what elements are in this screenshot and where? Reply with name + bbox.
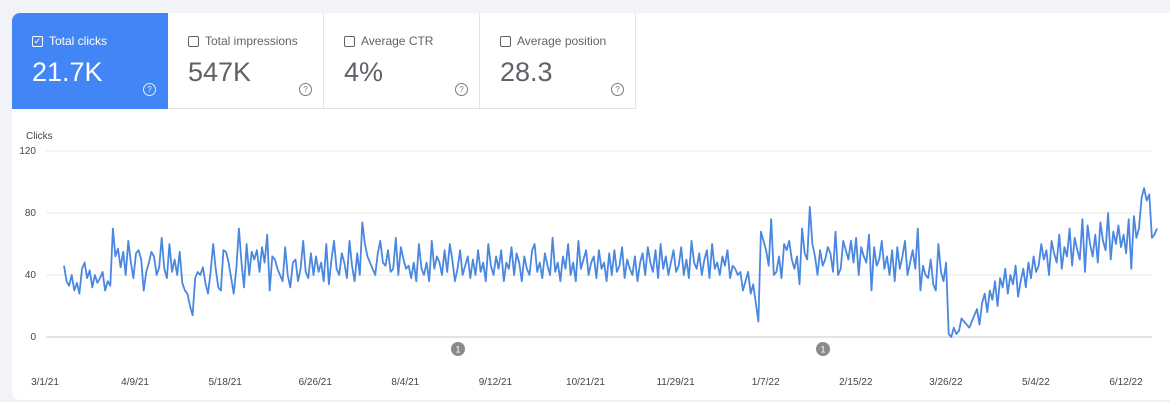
x-tick-label: 4/9/21 — [121, 377, 149, 388]
help-circle-icon[interactable]: ? — [299, 83, 312, 96]
metric-tabs: ✓ Total clicks 21.7K ? Total impressions… — [12, 13, 636, 109]
metric-header: Average position — [500, 34, 606, 48]
metric-average-ctr[interactable]: Average CTR 4% ? — [324, 13, 480, 109]
annotation-marker-icon[interactable]: 1 — [816, 342, 830, 356]
help-circle-icon[interactable]: ? — [611, 83, 624, 96]
y-axis-label: Clicks — [26, 131, 53, 142]
metric-label: Average CTR — [361, 34, 434, 48]
x-tick-label: 3/1/21 — [31, 377, 59, 388]
x-tick-label: 5/4/22 — [1022, 377, 1050, 388]
metric-value: 28.3 — [500, 57, 553, 87]
checkbox[interactable] — [188, 35, 199, 47]
x-axis: 3/1/21 4/9/21 5/18/21 6/26/21 8/4/21 9/12/21 1… — [31, 377, 1143, 388]
metric-value: 547K — [188, 57, 252, 87]
x-tick-label: 3/26/22 — [929, 377, 963, 388]
metric-average-position[interactable]: Average position 28.3 ? — [480, 13, 636, 109]
x-tick-label: 9/12/21 — [479, 377, 513, 388]
y-tick-label: 0 — [30, 332, 36, 343]
annotation-label: 1 — [455, 345, 460, 355]
x-tick-label: 6/12/22 — [1109, 377, 1143, 388]
x-tick-label: 11/29/21 — [656, 377, 695, 388]
clicks-chart: Clicks 120 80 40 0 3/1/21 4/9/21 5/18/21 6/26/… — [12, 123, 1170, 400]
y-tick-label: 80 — [25, 208, 37, 219]
metric-header: Total impressions — [188, 34, 298, 48]
series-line-clicks — [63, 187, 1158, 338]
chart-svg: Clicks 120 80 40 0 3/1/21 4/9/21 5/18/21 6/26/… — [19, 131, 1158, 388]
chart-grid: 120 80 40 0 — [19, 146, 1152, 343]
annotation-marker-icon[interactable]: 1 — [451, 342, 465, 356]
checkbox[interactable] — [500, 35, 511, 47]
y-tick-label: 120 — [19, 146, 36, 157]
help-circle-icon[interactable]: ? — [143, 83, 156, 96]
x-tick-label: 2/15/22 — [839, 377, 873, 388]
metric-label: Total impressions — [205, 34, 298, 48]
metric-value: 21.7K — [32, 57, 103, 87]
x-tick-label: 10/21/21 — [566, 377, 605, 388]
metric-label: Average position — [517, 34, 607, 48]
metric-total-impressions[interactable]: Total impressions 547K ? — [168, 13, 324, 109]
help-circle-icon[interactable]: ? — [455, 83, 468, 96]
metric-header: Average CTR — [344, 34, 433, 48]
metric-label: Total clicks — [49, 34, 108, 48]
y-tick-label: 40 — [25, 270, 37, 281]
checkbox-checked[interactable]: ✓ — [32, 35, 43, 47]
metric-total-clicks[interactable]: ✓ Total clicks 21.7K ? — [12, 13, 168, 109]
annotation-label: 1 — [820, 345, 825, 355]
checkbox[interactable] — [344, 35, 355, 47]
x-tick-label: 5/18/21 — [208, 377, 242, 388]
x-tick-label: 1/7/22 — [752, 377, 780, 388]
performance-card: ✓ Total clicks 21.7K ? Total impressions… — [12, 13, 1170, 400]
metric-value: 4% — [344, 57, 384, 87]
check-icon: ✓ — [33, 35, 42, 46]
x-tick-label: 6/26/21 — [299, 377, 333, 388]
metric-header: ✓ Total clicks — [32, 34, 107, 48]
x-tick-label: 8/4/21 — [391, 377, 419, 388]
